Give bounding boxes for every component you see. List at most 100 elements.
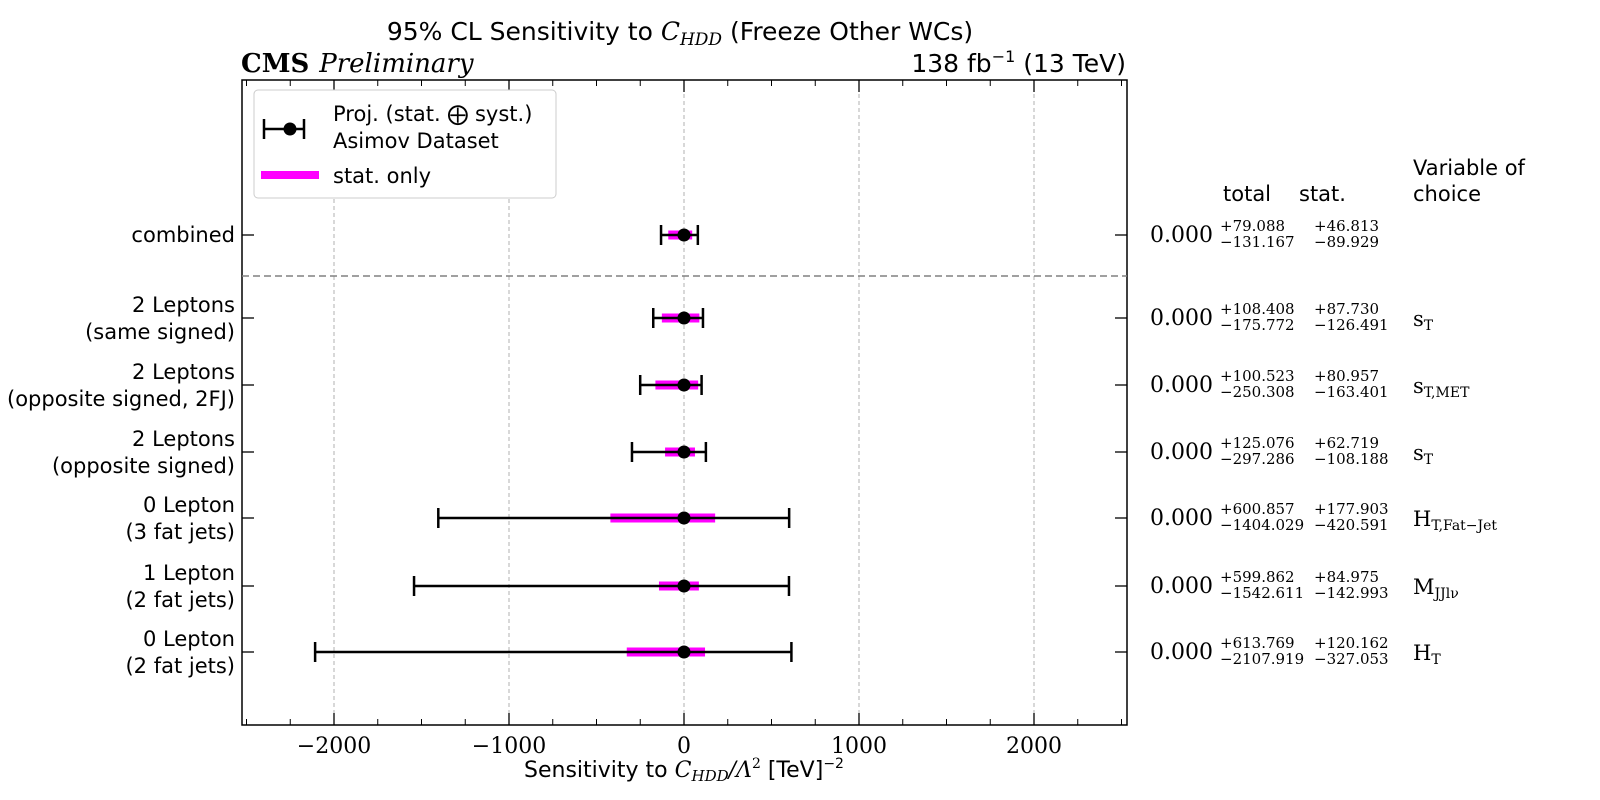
header-total: total: [1223, 182, 1271, 206]
variable-subscript: T: [1424, 318, 1434, 334]
legend-errorbar-icon: [262, 119, 306, 139]
row-label-line1: 2 Leptons: [132, 360, 235, 384]
best-value: 0.000: [1150, 306, 1213, 331]
total-minus: −1542.611: [1220, 584, 1304, 602]
row-label: combined: [131, 223, 235, 247]
cms-preliminary: Preliminary: [318, 49, 474, 79]
variable-symbol: H: [1413, 507, 1431, 531]
variable-symbol: s: [1413, 307, 1424, 331]
stat-plus: +80.957: [1314, 367, 1379, 385]
title-var-sub: HDD: [679, 30, 722, 50]
lumi-label: 138 fb−1 (13 TeV): [911, 47, 1126, 78]
total-minus: −2107.919: [1220, 650, 1304, 668]
variable-subscript: T: [1431, 652, 1441, 668]
stat-minus: −89.929: [1314, 233, 1379, 251]
total-minus: −250.308: [1220, 383, 1295, 401]
axis-ticks: −2000 −1000 0 1000 2000: [242, 80, 1127, 759]
row-label-line1: 0 Lepton: [143, 627, 235, 651]
legend-total-line1: Proj. (stat. ⨁ syst.): [333, 102, 532, 126]
header-variable-line2: choice: [1413, 182, 1481, 206]
stat-minus: −420.591: [1314, 516, 1389, 534]
x-tick-label: −2000: [297, 734, 371, 759]
total-plus: +599.862: [1220, 568, 1295, 586]
legend-total-line2: Asimov Dataset: [333, 129, 499, 153]
best-value: 0.000: [1150, 506, 1213, 531]
x-tick-label: 1000: [831, 734, 887, 759]
best-fit-marker: [677, 378, 691, 392]
best-fit-marker: [677, 228, 691, 242]
variable-subscript: T: [1424, 452, 1434, 468]
lumi-exponent: −1: [992, 47, 1016, 66]
row-label-line2: (opposite signed): [52, 454, 235, 478]
lumi-value: 138 fb: [911, 49, 991, 78]
header-stat: stat.: [1299, 182, 1346, 206]
best-fit-marker: [677, 311, 691, 325]
variable-subscript: JJlν: [1433, 586, 1459, 602]
stat-minus: −126.491: [1314, 316, 1389, 334]
legend: Proj. (stat. ⨁ syst.) Asimov Dataset sta…: [253, 89, 557, 199]
stat-plus: +46.813: [1314, 217, 1379, 235]
best-fit-marker: [677, 645, 691, 659]
x-tick-label: 0: [677, 734, 691, 759]
title-prefix: 95% CL Sensitivity to: [387, 17, 661, 46]
variable-of-choice: HT,Fat−Jet: [1413, 507, 1497, 534]
best-value: 0.000: [1150, 574, 1213, 599]
best-value: 0.000: [1150, 640, 1213, 665]
x-axis-label: Sensitivity to CHDD/Λ2 [TeV]−2: [524, 756, 844, 785]
x-tick-label: −1000: [472, 734, 546, 759]
row-label-line1: 2 Leptons: [132, 427, 235, 451]
best-fit-marker: [677, 445, 691, 459]
stat-plus: +120.162: [1314, 634, 1389, 652]
title-suffix: (Freeze Other WCs): [722, 17, 973, 46]
best-value: 0.000: [1150, 440, 1213, 465]
legend-box: [253, 89, 557, 199]
total-minus: −297.286: [1220, 450, 1295, 468]
total-minus: −1404.029: [1220, 516, 1304, 534]
row-label-line2: (3 fat jets): [125, 520, 235, 544]
variable-of-choice: HT: [1413, 641, 1441, 668]
variable-symbol: s: [1413, 374, 1424, 398]
stat-minus: −163.401: [1314, 383, 1389, 401]
header-variable-line1: Variable of: [1413, 156, 1526, 180]
row-label-line2: (same signed): [85, 320, 235, 344]
row-label-line2: (opposite signed, 2FJ): [7, 387, 235, 411]
variable-subscript: T,MET: [1424, 385, 1470, 401]
total-plus: +613.769: [1220, 634, 1295, 652]
stat-minus: −108.188: [1314, 450, 1389, 468]
stat-plus: +177.903: [1314, 500, 1389, 518]
best-value: 0.000: [1150, 373, 1213, 398]
legend-stat-label: stat. only: [333, 164, 431, 188]
stat-plus: +62.719: [1314, 434, 1379, 452]
title-var: C: [661, 17, 680, 46]
row-label-line1: 2 Leptons: [132, 293, 235, 317]
variable-symbol: H: [1413, 641, 1431, 665]
row-label-line2: (2 fat jets): [125, 654, 235, 678]
variable-of-choice: sT: [1413, 307, 1434, 334]
variable-symbol: s: [1413, 441, 1424, 465]
total-plus: +100.523: [1220, 367, 1295, 385]
stat-plus: +84.975: [1314, 568, 1379, 586]
best-fit-marker: [677, 511, 691, 525]
x-tick-label: 2000: [1006, 734, 1062, 759]
total-minus: −175.772: [1220, 316, 1295, 334]
total-minus: −131.167: [1220, 233, 1295, 251]
legend-stat-swatch: [261, 171, 319, 179]
variable-of-choice: sT: [1413, 441, 1434, 468]
variable-of-choice: MJJlν: [1413, 575, 1459, 602]
error-bars: [313, 225, 793, 662]
row-label-line1: 0 Lepton: [143, 493, 235, 517]
total-plus: +79.088: [1220, 217, 1285, 235]
cms-text: CMS: [241, 49, 309, 79]
variable-symbol: M: [1413, 575, 1435, 599]
stat-minus: −327.053: [1314, 650, 1389, 668]
total-plus: +600.857: [1220, 500, 1295, 518]
cms-label: CMS Preliminary: [241, 49, 474, 79]
variable-of-choice: sT,MET: [1413, 374, 1470, 401]
row-label-line1: 1 Lepton: [143, 561, 235, 585]
stat-minus: −142.993: [1314, 584, 1389, 602]
row-label-line2: (2 fat jets): [125, 588, 235, 612]
results-table: 0.000 +79.088−131.167 +46.813−89.929 0.000 +…: [1150, 217, 1497, 668]
chart-title: 95% CL Sensitivity to CHDD (Freeze Other…: [387, 17, 973, 50]
lumi-energy: (13 TeV): [1015, 49, 1126, 78]
